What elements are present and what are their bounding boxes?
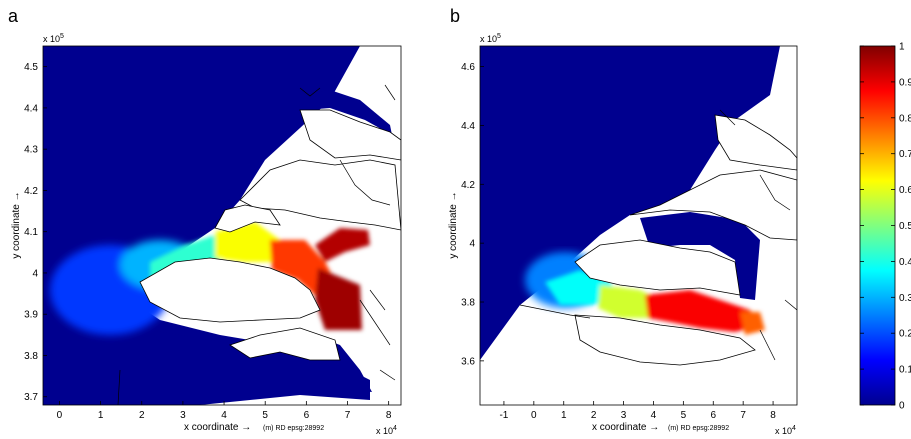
x-tick-label-a: 3 [180, 410, 186, 421]
y-tick-label-a: 3.8 [24, 351, 38, 362]
island-mid-a [139, 257, 321, 323]
y-tick-label-b: 4.4 [461, 121, 475, 132]
ticks-b: -1 0 1 2 3 4 5 6 7 8 3.6 3.8 4 4.2 4.4 4.6 [461, 62, 776, 421]
colorbar-ticks: 1 0.9 0.8 0.7 0.6 0.5 0.4 0.3 0.2 0.1 0 [860, 42, 911, 412]
colorbar-tick-label: 0 [899, 401, 905, 412]
estuary-upstream-b [740, 312, 765, 335]
x-tick-label-a: 6 [304, 410, 310, 421]
north-inlet-a [300, 90, 392, 135]
x-tick-label-a: 0 [57, 410, 63, 421]
river-lines-b [519, 109, 797, 361]
y-tick-label-a: 3.9 [24, 310, 38, 321]
y-tick-label-b: 4 [469, 239, 475, 250]
y-tick-label-a: 3.7 [24, 392, 38, 403]
x-tick-label-b: -1 [499, 410, 508, 421]
y-axis-label-b: y coordinate → [448, 191, 459, 258]
colorbar-tick-label: 0.1 [899, 365, 911, 376]
island-upper-a [214, 204, 281, 233]
y-tick-label-b: 3.8 [461, 298, 475, 309]
x-multiplier-b: x 104 [775, 425, 796, 436]
x-tick-label-a: 8 [386, 410, 392, 421]
x-tick-label-b: 7 [740, 410, 746, 421]
estuary-upstream-a [315, 268, 362, 330]
axes-frame-b [479, 45, 798, 406]
colorbar-tick-label: 1 [899, 42, 905, 53]
y-tick-label-b: 3.6 [461, 356, 475, 367]
island-mid-b [574, 239, 741, 296]
x-axis-label-b: x coordinate → [592, 422, 659, 433]
estuary-channel-a [215, 222, 280, 262]
estuary-channel-b [598, 285, 660, 318]
colorbar-tick-label: 0.5 [899, 221, 911, 232]
colorbar: 1 0.9 0.8 0.7 0.6 0.5 0.4 0.3 0.2 0.1 0 [859, 42, 911, 412]
x-tick-label-b: 3 [621, 410, 627, 421]
y-axis-label-a: y coordinate → [11, 191, 22, 258]
x-tick-label-b: 0 [531, 410, 537, 421]
x-axis-label-a: x coordinate → [184, 422, 251, 433]
island-north-a [239, 159, 401, 231]
map-panel-b: -1 0 1 2 3 4 5 6 7 83.63.844.24.44.6 x 105 x 104 … [448, 33, 798, 436]
x-tick-label-b: 6 [710, 410, 716, 421]
y-multiplier-a: x 105 [43, 33, 64, 44]
island-south-b [574, 314, 756, 366]
x-tick-label-b: 2 [591, 410, 597, 421]
island-south-a [229, 327, 341, 361]
x-tick-label-a: 7 [345, 410, 351, 421]
y-tick-label-a: 4.1 [24, 227, 38, 238]
estuary-inner-b [645, 290, 762, 332]
x-multiplier-a: x 104 [376, 425, 397, 436]
river-lines-a [117, 84, 396, 405]
estuary-north-arm-a [315, 228, 370, 262]
sea-area-b [480, 46, 780, 360]
y-tick-label-b: 4.2 [461, 180, 475, 191]
colorbar-tick-label: 0.8 [899, 113, 911, 124]
x-axis-unit-a: (m) RD epsg:28992 [263, 425, 324, 432]
x-axis-unit-b: (m) RD epsg:28992 [668, 425, 729, 432]
colorbar-tick-label: 0.6 [899, 185, 911, 196]
y-tick-label-a: 4 [32, 268, 38, 279]
colorbar-tick-label: 0.2 [899, 329, 911, 340]
y-tick-label-a: 4.3 [24, 145, 38, 156]
x-tick-label-b: 1 [561, 410, 567, 421]
colorbar-gradient [859, 45, 896, 406]
island-delta-b [714, 114, 797, 171]
north-inlet-b [640, 212, 760, 300]
panel-label-b: b [450, 6, 460, 26]
island-north-b [629, 169, 797, 241]
x-tick-label-a: 1 [98, 410, 104, 421]
colorbar-tick-label: 0.9 [899, 77, 911, 88]
x-tick-label-b: 5 [681, 410, 687, 421]
panel-label-a: a [8, 6, 19, 26]
colorbar-tick-label: 0.4 [899, 257, 911, 268]
island-delta-a [299, 109, 401, 161]
y-tick-label-b: 4.6 [461, 62, 475, 73]
y-tick-label-a: 4.2 [24, 186, 38, 197]
axes-frame-a [42, 45, 402, 406]
x-tick-label-b: 4 [651, 410, 657, 421]
map-panel-a: 0 1 2 3 4 5 6 7 8 3.7 3.8 3.9 4 4.1 4.2 4.3 4.4 4.5 x 105… [11, 33, 402, 436]
x-tick-label-a: 5 [262, 410, 268, 421]
colorbar-tick-label: 0.3 [899, 293, 911, 304]
x-tick-label-a: 4 [221, 410, 227, 421]
x-tick-label-a: 2 [139, 410, 145, 421]
y-tick-label-a: 4.5 [24, 62, 38, 73]
y-tick-label-a: 4.4 [24, 103, 38, 114]
colorbar-tick-label: 0.7 [899, 149, 911, 160]
x-tick-label-b: 8 [770, 410, 776, 421]
y-multiplier-b: x 105 [480, 33, 501, 44]
ticks-a: 0 1 2 3 4 5 6 7 8 3.7 3.8 3.9 4 4.1 4.2 4.3 4.4 4.5 [24, 62, 392, 421]
